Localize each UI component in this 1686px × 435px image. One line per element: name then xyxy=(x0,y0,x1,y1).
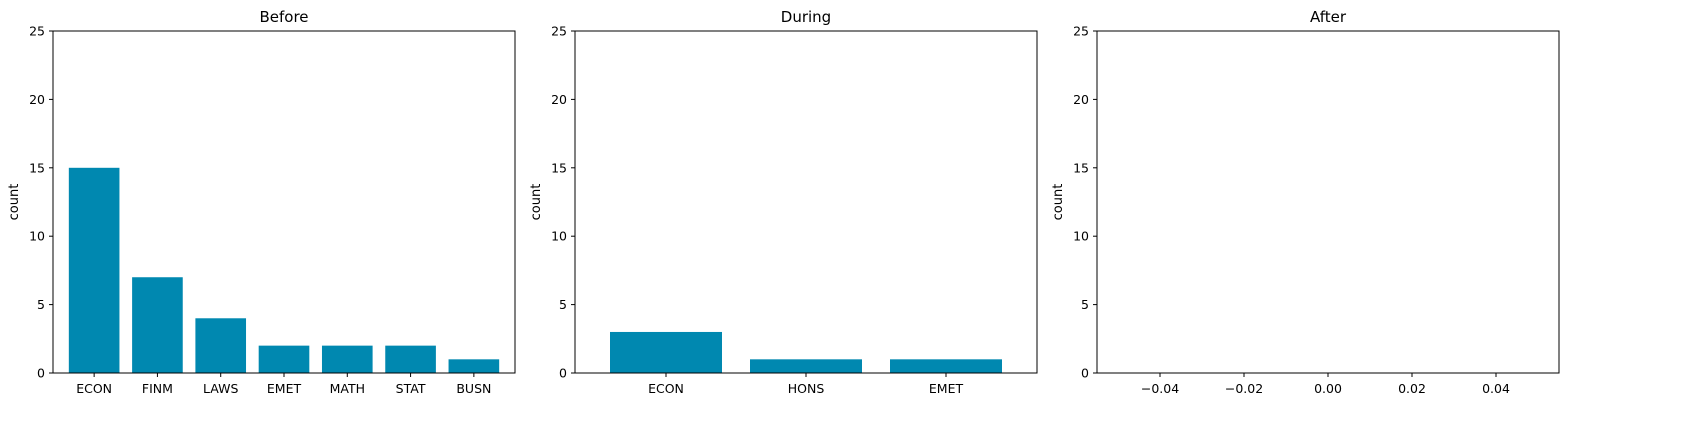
y-tick-label: 5 xyxy=(37,297,45,312)
bar-busn xyxy=(448,359,500,373)
x-tick-label: LAWS xyxy=(203,381,238,396)
axes-frame xyxy=(574,30,1038,374)
y-tick-label: 25 xyxy=(1073,24,1089,39)
chart-title: Before xyxy=(259,8,308,26)
y-tick-label: 0 xyxy=(37,366,45,381)
bar-laws xyxy=(195,318,247,373)
x-tick-label: −0.04 xyxy=(1141,381,1179,396)
y-tick-label: 10 xyxy=(1073,229,1089,244)
bar-emet xyxy=(258,345,310,373)
y-tick-label: 15 xyxy=(1073,160,1089,175)
y-tick-label: 0 xyxy=(1081,366,1089,381)
x-tick-label: EMET xyxy=(267,381,302,396)
x-tick-label: BUSN xyxy=(456,381,491,396)
y-tick-label: 5 xyxy=(1081,297,1089,312)
chart-panel-during: ECON HONS EMET 0 5 10 15 20 25 During count xyxy=(529,8,1038,396)
axes-frame xyxy=(52,30,516,374)
y-tick-label: 20 xyxy=(551,92,567,107)
y-axis-label: count xyxy=(7,184,22,221)
y-tick-label: 0 xyxy=(559,366,567,381)
y-tick-label: 20 xyxy=(1073,92,1089,107)
y-axis-label: count xyxy=(1051,184,1066,221)
bar-hons xyxy=(750,359,862,373)
x-tick-label: HONS xyxy=(788,381,825,396)
x-tick-label: 0.00 xyxy=(1314,381,1342,396)
x-tick-label: ECON xyxy=(76,381,112,396)
y-tick-label: 25 xyxy=(551,24,567,39)
bar-math xyxy=(321,345,373,373)
x-tick-label: STAT xyxy=(396,381,426,396)
chart-title: During xyxy=(781,8,831,26)
x-tick-label: ECON xyxy=(648,381,684,396)
bar-stat xyxy=(385,345,436,373)
y-tick-label: 20 xyxy=(29,92,45,107)
x-tick-label: −0.02 xyxy=(1225,381,1263,396)
bar-econ xyxy=(68,167,120,373)
axes-frame xyxy=(1096,30,1560,374)
y-tick-label: 10 xyxy=(551,229,567,244)
bar-econ xyxy=(610,331,722,373)
y-tick-label: 5 xyxy=(559,297,567,312)
chart-panel-before: ECON FINM LAWS EMET MATH STAT BUSN 0 5 10 15 20 25 Be… xyxy=(7,8,516,396)
chart-title: After xyxy=(1310,8,1347,26)
y-tick-label: 15 xyxy=(29,160,45,175)
x-tick-label: 0.04 xyxy=(1482,381,1510,396)
y-axis-label: count xyxy=(529,184,544,221)
chart-panel-after: −0.04 −0.02 0.00 0.02 0.04 0 5 10 15 20 25 After cou… xyxy=(1051,8,1560,396)
x-tick-label: EMET xyxy=(929,381,964,396)
y-tick-label: 10 xyxy=(29,229,45,244)
x-tick-label: 0.02 xyxy=(1398,381,1426,396)
y-tick-label: 25 xyxy=(29,24,45,39)
bar-finm xyxy=(132,277,183,373)
y-tick-label: 15 xyxy=(551,160,567,175)
x-tick-label: MATH xyxy=(330,381,365,396)
bar-emet xyxy=(890,359,1002,373)
x-tick-label: FINM xyxy=(142,381,173,396)
